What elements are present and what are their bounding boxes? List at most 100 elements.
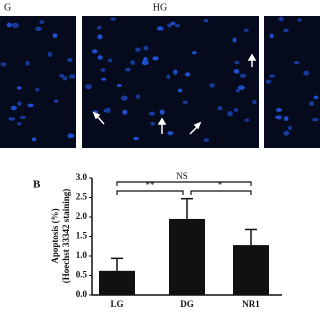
- nucleus: [167, 131, 174, 136]
- nucleus: [293, 60, 300, 65]
- nucleus: [252, 99, 257, 105]
- nucleus: [303, 70, 310, 76]
- nucleus: [62, 76, 68, 81]
- nucleus: [47, 51, 53, 58]
- nucleus: [185, 72, 191, 77]
- nucleus: [283, 28, 289, 33]
- nucleus: [133, 136, 139, 141]
- nucleus: [173, 69, 178, 75]
- nucleus: [67, 57, 73, 63]
- nucleus: [11, 22, 19, 28]
- nucleus: [97, 34, 103, 40]
- nucleus: [67, 133, 75, 139]
- image-label: G: [4, 2, 11, 13]
- nucleus: [167, 23, 172, 28]
- nucleus: [120, 95, 128, 101]
- nucleus: [269, 74, 276, 78]
- nucleus: [159, 109, 165, 115]
- nucleus: [35, 87, 40, 92]
- panel-label: B: [33, 179, 41, 191]
- y-tick-label: 2.5: [76, 192, 88, 202]
- nucleus: [39, 20, 45, 24]
- y-tick-label: 2.0: [76, 211, 88, 221]
- nucleus: [156, 26, 164, 31]
- nucleus: [17, 101, 22, 106]
- nucleus: [107, 58, 113, 63]
- nucleus: [116, 83, 122, 88]
- nucleus: [130, 60, 136, 65]
- y-tick-label: 0.5: [76, 270, 88, 280]
- nucleus: [91, 49, 98, 54]
- micrograph: [0, 16, 76, 148]
- y-tick-label: 3.0: [76, 172, 88, 182]
- nucleus: [27, 103, 34, 108]
- nucleus: [25, 60, 30, 66]
- nucleus: [141, 60, 149, 66]
- nucleus: [170, 21, 176, 26]
- nucleus: [16, 122, 22, 126]
- significance-label: *: [218, 180, 223, 190]
- significance-label: NS: [176, 171, 188, 181]
- nucleus: [52, 33, 58, 39]
- nucleus: [203, 19, 209, 23]
- nucleus: [239, 73, 247, 78]
- nuclei: [0, 16, 319, 143]
- nucleus: [182, 100, 189, 104]
- nucleus: [10, 105, 17, 111]
- nucleus: [283, 116, 289, 122]
- nucleus: [311, 117, 319, 122]
- nucleus: [85, 84, 92, 90]
- arrows: [92, 53, 257, 135]
- nucleus: [313, 95, 319, 100]
- nucleus: [59, 73, 65, 78]
- nucleus: [287, 125, 293, 131]
- nucleus: [8, 117, 16, 121]
- nucleus: [97, 55, 103, 60]
- nucleus: [148, 111, 156, 116]
- nucleus: [143, 45, 149, 51]
- nucleus: [122, 109, 128, 115]
- nucleus: [96, 25, 102, 30]
- nucleus: [135, 94, 141, 99]
- x-tick-label: LG: [110, 299, 123, 309]
- nucleus: [209, 83, 215, 88]
- nucleus: [275, 115, 282, 120]
- nucleus: [203, 138, 210, 143]
- nucleus: [191, 51, 197, 55]
- bar: [169, 218, 205, 295]
- nucleus: [276, 108, 282, 113]
- nucleus: [101, 77, 107, 81]
- significance-bracket: [116, 181, 252, 186]
- nucleus: [16, 86, 22, 90]
- nucleus: [125, 67, 131, 72]
- nucleus: [6, 22, 12, 28]
- significance-bracket: [190, 190, 252, 195]
- nucleus: [308, 101, 315, 107]
- nucleus: [233, 69, 240, 74]
- nucleus: [53, 99, 59, 104]
- micrograph: [82, 16, 259, 148]
- nucleus: [177, 88, 183, 93]
- nucleus: [265, 79, 272, 84]
- nucleus: [0, 62, 7, 67]
- nucleus: [283, 130, 290, 136]
- nucleus: [269, 33, 274, 39]
- nucleus: [31, 137, 37, 142]
- nucleus: [237, 85, 245, 90]
- nucleus: [243, 28, 249, 32]
- nucleus: [150, 121, 155, 126]
- nucleus: [234, 60, 240, 65]
- y-tick-label: 0.0: [76, 289, 88, 299]
- nucleus: [233, 108, 238, 112]
- nucleus: [278, 16, 284, 22]
- nucleus: [174, 23, 181, 28]
- x-tick-label: NR1: [242, 299, 260, 309]
- nucleus: [152, 56, 159, 61]
- y-axis-label: Apoptosis (%): [50, 208, 60, 263]
- bar: [233, 245, 269, 295]
- nucleus: [100, 68, 106, 72]
- image-label: HG: [153, 2, 167, 13]
- y-axis-label: (Hoechst 33342 staining): [61, 189, 71, 284]
